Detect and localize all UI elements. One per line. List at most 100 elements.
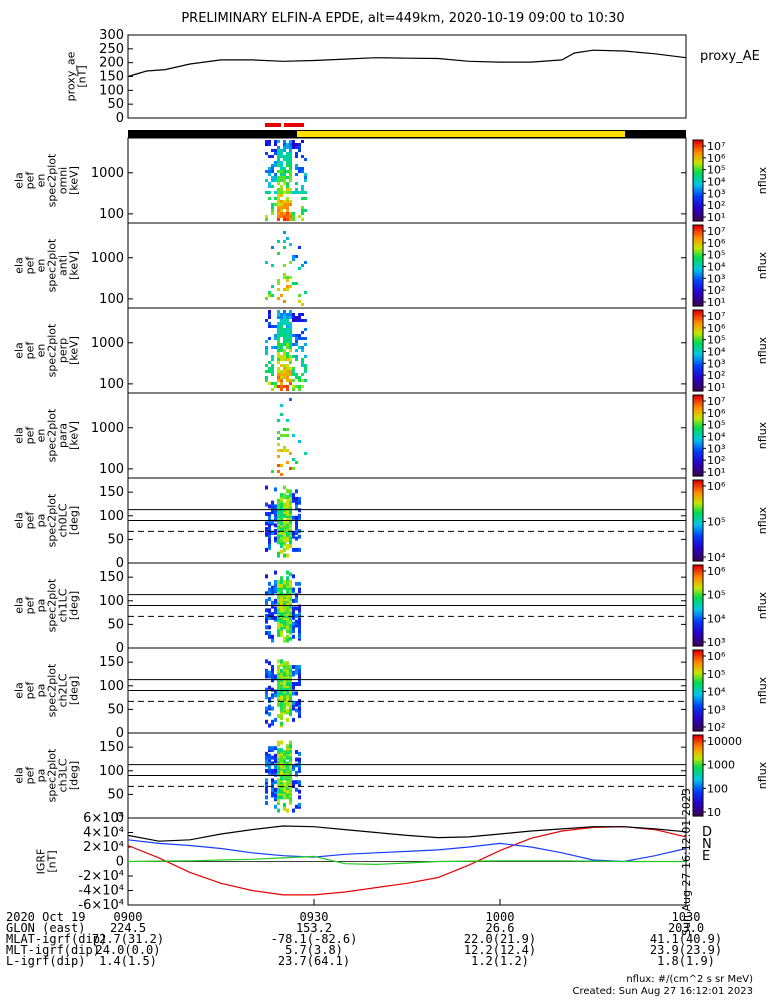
heatmap-cell	[295, 489, 298, 494]
colorbar-segment	[693, 433, 703, 437]
heatmap-cell	[277, 215, 280, 218]
ylabel-line: perp	[57, 338, 70, 363]
tick-row-label: GLON (east)	[6, 921, 85, 935]
colorbar-segment	[693, 601, 703, 605]
tick-row-value: 23.9(23.9)	[650, 943, 722, 957]
colorbar-label: nflux	[756, 421, 769, 449]
heatmap-cell	[289, 152, 292, 155]
colorbar-segment	[693, 326, 703, 329]
heatmap-cell	[280, 161, 283, 164]
heatmap-cell	[286, 587, 289, 592]
colorbar-segment	[693, 269, 703, 273]
heatmap-cell	[280, 376, 283, 379]
heatmap-cell	[277, 313, 280, 316]
heatmap-cell	[289, 361, 292, 364]
colorbar-segment	[693, 378, 703, 382]
colorbar: 10 100 1000 10000 nflux	[692, 734, 769, 819]
colorbar-segment	[693, 720, 703, 724]
colorbar-segment	[693, 611, 703, 615]
colorbar-segment	[693, 708, 703, 712]
colorbar-tick-label: 10⁶	[707, 565, 726, 578]
heatmap-cell	[280, 776, 283, 781]
heatmap-cell	[265, 143, 268, 146]
ylabel-line: [keV]	[68, 336, 81, 365]
colorbar-segment	[693, 358, 703, 362]
heatmap-cell	[298, 668, 301, 673]
colorbar-segment	[693, 370, 703, 374]
heatmap-cell	[298, 795, 301, 800]
heatmap-cell	[286, 185, 289, 188]
heatmap-cell	[298, 608, 301, 613]
y-tick-label: 150	[99, 570, 124, 585]
heatmap-cell	[265, 801, 268, 805]
colorbar-segment	[693, 348, 703, 352]
heatmap-cell	[289, 164, 292, 167]
colorbar-segment	[693, 508, 703, 511]
ylabel-line: ela	[13, 172, 26, 189]
heatmap-cell	[277, 218, 280, 221]
heatmap-cell	[298, 337, 301, 340]
colorbar-segment	[693, 781, 703, 785]
heatmap-cell	[283, 768, 286, 773]
colorbar-segment	[693, 591, 703, 594]
heatmap-cell	[277, 152, 280, 155]
colorbar-segment	[693, 253, 703, 256]
heatmap-cell	[268, 674, 271, 679]
heatmap-cell	[283, 179, 286, 182]
ylabel-line: [keV]	[68, 421, 81, 450]
tick-row-value: 203.0	[668, 921, 704, 935]
heatmap-cell	[277, 455, 280, 458]
heatmap-cell	[274, 523, 277, 528]
heatmap-cell	[283, 276, 286, 279]
heatmap-cell	[280, 173, 283, 176]
colorbar-segment	[693, 593, 703, 596]
heatmap-cell	[298, 587, 301, 592]
heatmap-cell	[268, 325, 271, 328]
heatmap-cell	[292, 215, 295, 218]
heatmap-cell	[283, 485, 286, 490]
colorbar-segment	[693, 287, 703, 291]
colorbar-tick-label: 10⁵	[707, 668, 725, 681]
colorbar-segment	[693, 421, 703, 424]
colorbar-segment	[693, 397, 703, 400]
colorbar-segment	[693, 540, 703, 544]
colorbar-segment	[693, 208, 703, 212]
colorbar-segment	[693, 747, 703, 750]
heatmap-cell	[277, 748, 280, 753]
heatmap-cell	[304, 191, 307, 194]
y-tick-label: 0	[116, 556, 124, 571]
heatmap-cell	[277, 343, 280, 346]
colorbar-segment	[693, 194, 703, 198]
heatmap-cell	[265, 625, 268, 630]
heatmap-cell	[277, 808, 280, 813]
heatmap-cell	[283, 449, 286, 452]
colorbar-segment	[693, 514, 703, 518]
tick-row-value: 24.0(0.0)	[95, 943, 160, 957]
heatmap-cell	[268, 530, 271, 535]
colorbar-segment	[693, 312, 703, 315]
heatmap-cell	[298, 316, 301, 319]
colorbar-segment	[693, 275, 703, 279]
heatmap-cell	[298, 534, 301, 539]
heatmap-cell	[298, 710, 301, 715]
heatmap-cell	[304, 379, 307, 382]
heatmap-cell	[286, 449, 289, 452]
colorbar-label: nflux	[756, 166, 769, 194]
colorbar-segment	[693, 295, 703, 299]
heatmap-cell	[295, 496, 298, 501]
ylabel-line: pef	[24, 511, 37, 530]
colorbar-segment	[693, 463, 703, 467]
heatmap-cell	[277, 334, 280, 337]
spectrogram-cells	[265, 740, 301, 813]
heatmap-cell	[277, 206, 280, 209]
heatmap-cell	[268, 746, 271, 751]
colorbar-segment	[693, 795, 703, 799]
heatmap-cell	[289, 313, 292, 316]
heatmap-cell	[292, 343, 295, 346]
colorbar-segment	[693, 465, 703, 469]
series-line-D	[127, 826, 687, 896]
colorbar-segment	[693, 652, 703, 655]
colorbar-segment	[693, 510, 703, 513]
